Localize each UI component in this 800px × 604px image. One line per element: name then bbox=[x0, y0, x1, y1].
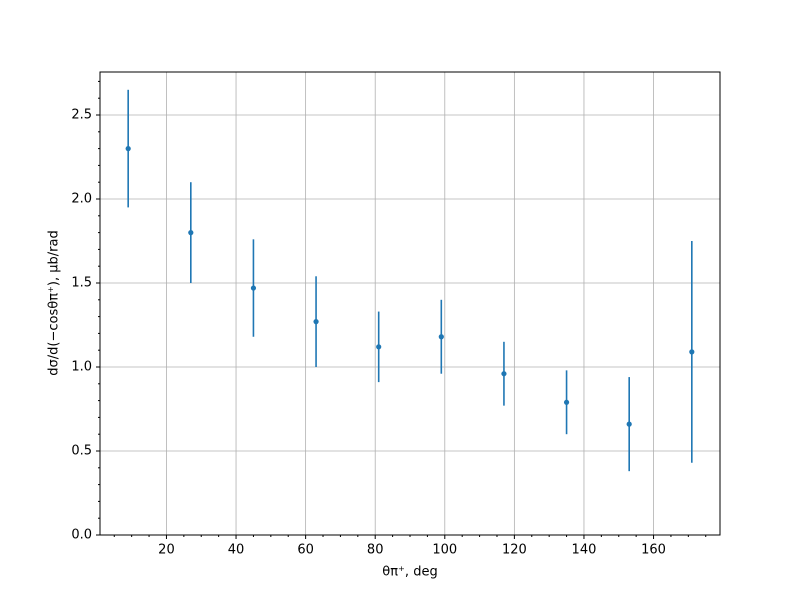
data-point bbox=[250, 285, 257, 291]
x-tick-label: 20 bbox=[158, 543, 175, 558]
data-point bbox=[438, 334, 444, 340]
data-point bbox=[313, 319, 319, 325]
x-tick-label: 100 bbox=[432, 543, 457, 558]
x-tick-label: 80 bbox=[367, 543, 384, 558]
data-point bbox=[501, 371, 507, 377]
plot-frame bbox=[99, 71, 721, 536]
y-tick-label: 0.5 bbox=[71, 444, 92, 459]
data-point bbox=[188, 230, 194, 236]
x-tick-label: 140 bbox=[572, 543, 597, 558]
y-tick-label: 1.5 bbox=[71, 276, 92, 291]
data-point bbox=[125, 146, 131, 152]
y-tick-label: 2.5 bbox=[71, 108, 92, 123]
x-tick-label: 120 bbox=[502, 543, 527, 558]
y-axis-label: dσ/d(−cosθπ⁺), μb/rad bbox=[47, 230, 62, 375]
x-tick-label: 40 bbox=[228, 543, 245, 558]
data-point bbox=[689, 349, 695, 355]
x-tick-label: 160 bbox=[641, 543, 666, 558]
data-point bbox=[376, 344, 382, 350]
y-tick-label: 0.0 bbox=[71, 528, 92, 543]
y-tick-label: 1.0 bbox=[71, 360, 92, 375]
data-point bbox=[563, 399, 570, 405]
y-tick-label: 2.0 bbox=[71, 192, 92, 207]
data-point bbox=[626, 421, 632, 427]
x-axis-label: θπ⁺, deg bbox=[382, 565, 437, 580]
x-tick-label: 60 bbox=[297, 543, 314, 558]
